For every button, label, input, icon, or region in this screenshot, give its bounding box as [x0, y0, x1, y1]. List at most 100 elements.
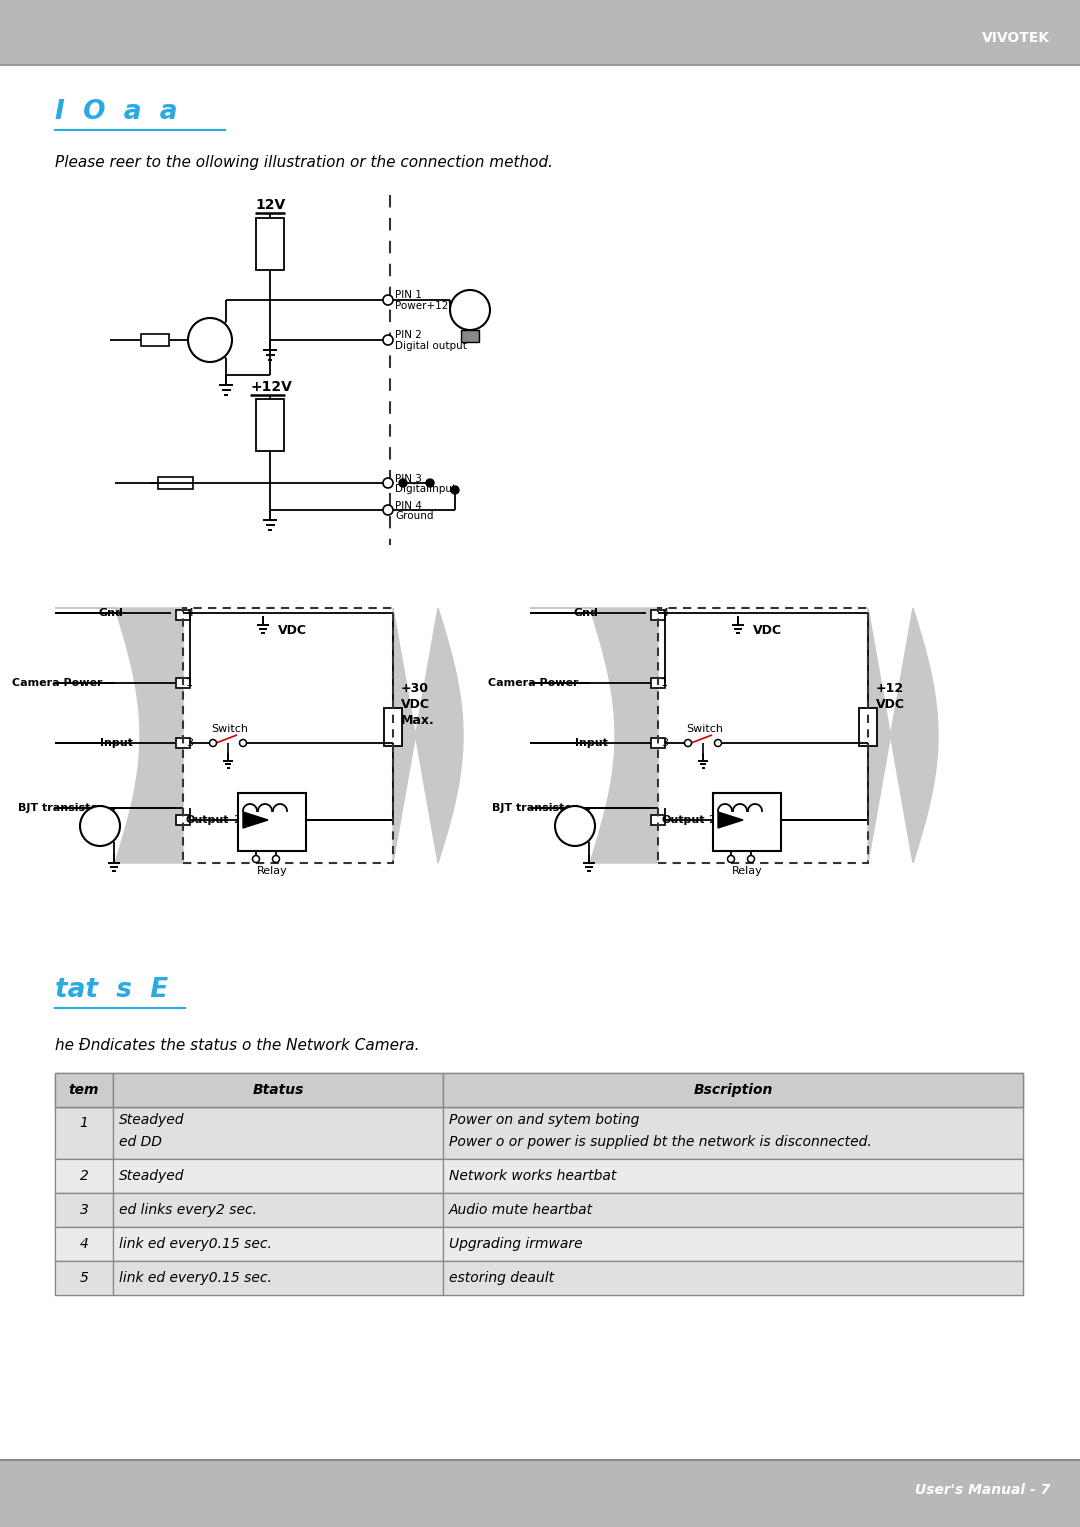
Bar	[141, 334, 168, 347]
Text: Power o or power is supplied bt the network is disconnected.: Power o or power is supplied bt the netw…	[449, 1135, 872, 1148]
Bar	[55, 1193, 1023, 1228]
Bar	[55, 1107, 1023, 1159]
Bar	[443, 1193, 1023, 1228]
Bar	[651, 678, 665, 689]
Bar	[0, 1460, 1080, 1527]
Bar	[176, 609, 190, 620]
Bar	[55, 1228, 113, 1261]
Text: ed DD: ed DD	[119, 1135, 162, 1148]
Bar	[658, 608, 868, 863]
Bar	[113, 1228, 443, 1261]
Circle shape	[383, 334, 393, 345]
Text: link ed every0.15 sec.: link ed every0.15 sec.	[119, 1270, 272, 1286]
Text: 4: 4	[186, 608, 193, 618]
Text: PIN 3: PIN 3	[395, 473, 422, 484]
Bar	[443, 1159, 1023, 1193]
Bar	[859, 709, 877, 747]
Bar	[113, 1107, 443, 1159]
Text: Btatus: Btatus	[253, 1083, 303, 1096]
Text: PIN 2: PIN 2	[395, 330, 422, 341]
Text: tem: tem	[69, 1083, 99, 1096]
Bar	[55, 1228, 1023, 1261]
Text: Relay: Relay	[731, 866, 762, 876]
Text: 5: 5	[80, 1270, 89, 1286]
Text: Bscription: Bscription	[693, 1083, 772, 1096]
Text: 4: 4	[661, 608, 669, 618]
Bar	[55, 1261, 1023, 1295]
Bar	[113, 1193, 443, 1228]
Bar	[113, 1073, 443, 1107]
Bar	[55, 1159, 113, 1193]
Bar	[651, 609, 665, 620]
Text: Steadyed: Steadyed	[119, 1170, 185, 1183]
Text: he Đndicates the status o the Network Camera.: he Đndicates the status o the Network Ca…	[55, 1037, 419, 1052]
Bar	[55, 1193, 113, 1228]
Circle shape	[747, 855, 755, 863]
Polygon shape	[243, 812, 268, 828]
Text: 3: 3	[186, 738, 193, 748]
Polygon shape	[393, 608, 463, 863]
Bar	[238, 793, 306, 851]
Text: Switch: Switch	[686, 724, 723, 734]
Text: VDC: VDC	[278, 623, 307, 637]
Bar	[55, 1261, 113, 1295]
Text: BJT transistor: BJT transistor	[492, 803, 578, 812]
Text: ed links every2 sec.: ed links every2 sec.	[119, 1203, 257, 1217]
Text: 2: 2	[80, 1170, 89, 1183]
Text: Gnd: Gnd	[98, 608, 123, 618]
Bar	[158, 476, 192, 489]
Text: 3: 3	[80, 1203, 89, 1217]
Text: 1: 1	[186, 678, 193, 689]
Text: Output: Output	[661, 815, 704, 825]
Text: PIN 4: PIN 4	[395, 501, 422, 512]
Text: Ground: Ground	[395, 512, 433, 521]
Bar	[55, 1107, 113, 1159]
Polygon shape	[868, 608, 937, 863]
Text: Camera Power: Camera Power	[487, 678, 578, 689]
Polygon shape	[55, 608, 183, 863]
Bar	[651, 815, 665, 825]
Bar	[176, 738, 190, 748]
Text: Input: Input	[576, 738, 608, 748]
Text: DigitalInput: DigitalInput	[395, 484, 456, 495]
Text: Output: Output	[186, 815, 229, 825]
Text: 4: 4	[80, 1237, 89, 1251]
Text: Max.: Max.	[401, 713, 435, 727]
Bar	[651, 738, 665, 748]
Bar	[55, 1159, 1023, 1193]
Circle shape	[399, 479, 407, 487]
Polygon shape	[718, 812, 743, 828]
Text: I  O  a  a: I O a a	[55, 99, 177, 125]
Text: User's Manual - 7: User's Manual - 7	[915, 1483, 1050, 1496]
Text: Audio mute heartbat: Audio mute heartbat	[449, 1203, 593, 1217]
Text: 2: 2	[708, 815, 715, 825]
Text: +30: +30	[401, 681, 429, 695]
Text: tat  s  E: tat s E	[55, 977, 168, 1003]
Text: BJT transistor: BJT transistor	[17, 803, 103, 812]
Text: VDC: VDC	[876, 698, 905, 710]
Text: Upgrading irmware: Upgrading irmware	[449, 1237, 582, 1251]
Bar	[384, 709, 402, 747]
Text: Camera Power: Camera Power	[13, 678, 103, 689]
Text: Steadyed: Steadyed	[119, 1113, 185, 1127]
Text: VDC: VDC	[753, 623, 782, 637]
Circle shape	[715, 739, 721, 747]
Bar	[0, 0, 1080, 66]
Text: Relay: Relay	[257, 866, 287, 876]
Text: Input: Input	[100, 738, 133, 748]
Circle shape	[383, 295, 393, 305]
Bar	[443, 1228, 1023, 1261]
Bar	[55, 1073, 113, 1107]
Text: Power+12V: Power+12V	[395, 301, 456, 312]
Bar	[183, 608, 393, 863]
Text: 1: 1	[661, 678, 669, 689]
Circle shape	[188, 318, 232, 362]
Circle shape	[451, 486, 459, 495]
Circle shape	[80, 806, 120, 846]
Circle shape	[272, 855, 280, 863]
Text: VIVOTEK: VIVOTEK	[982, 31, 1050, 44]
Bar	[113, 1261, 443, 1295]
Text: +12: +12	[876, 681, 904, 695]
Text: 1: 1	[80, 1116, 89, 1130]
Bar	[443, 1261, 1023, 1295]
